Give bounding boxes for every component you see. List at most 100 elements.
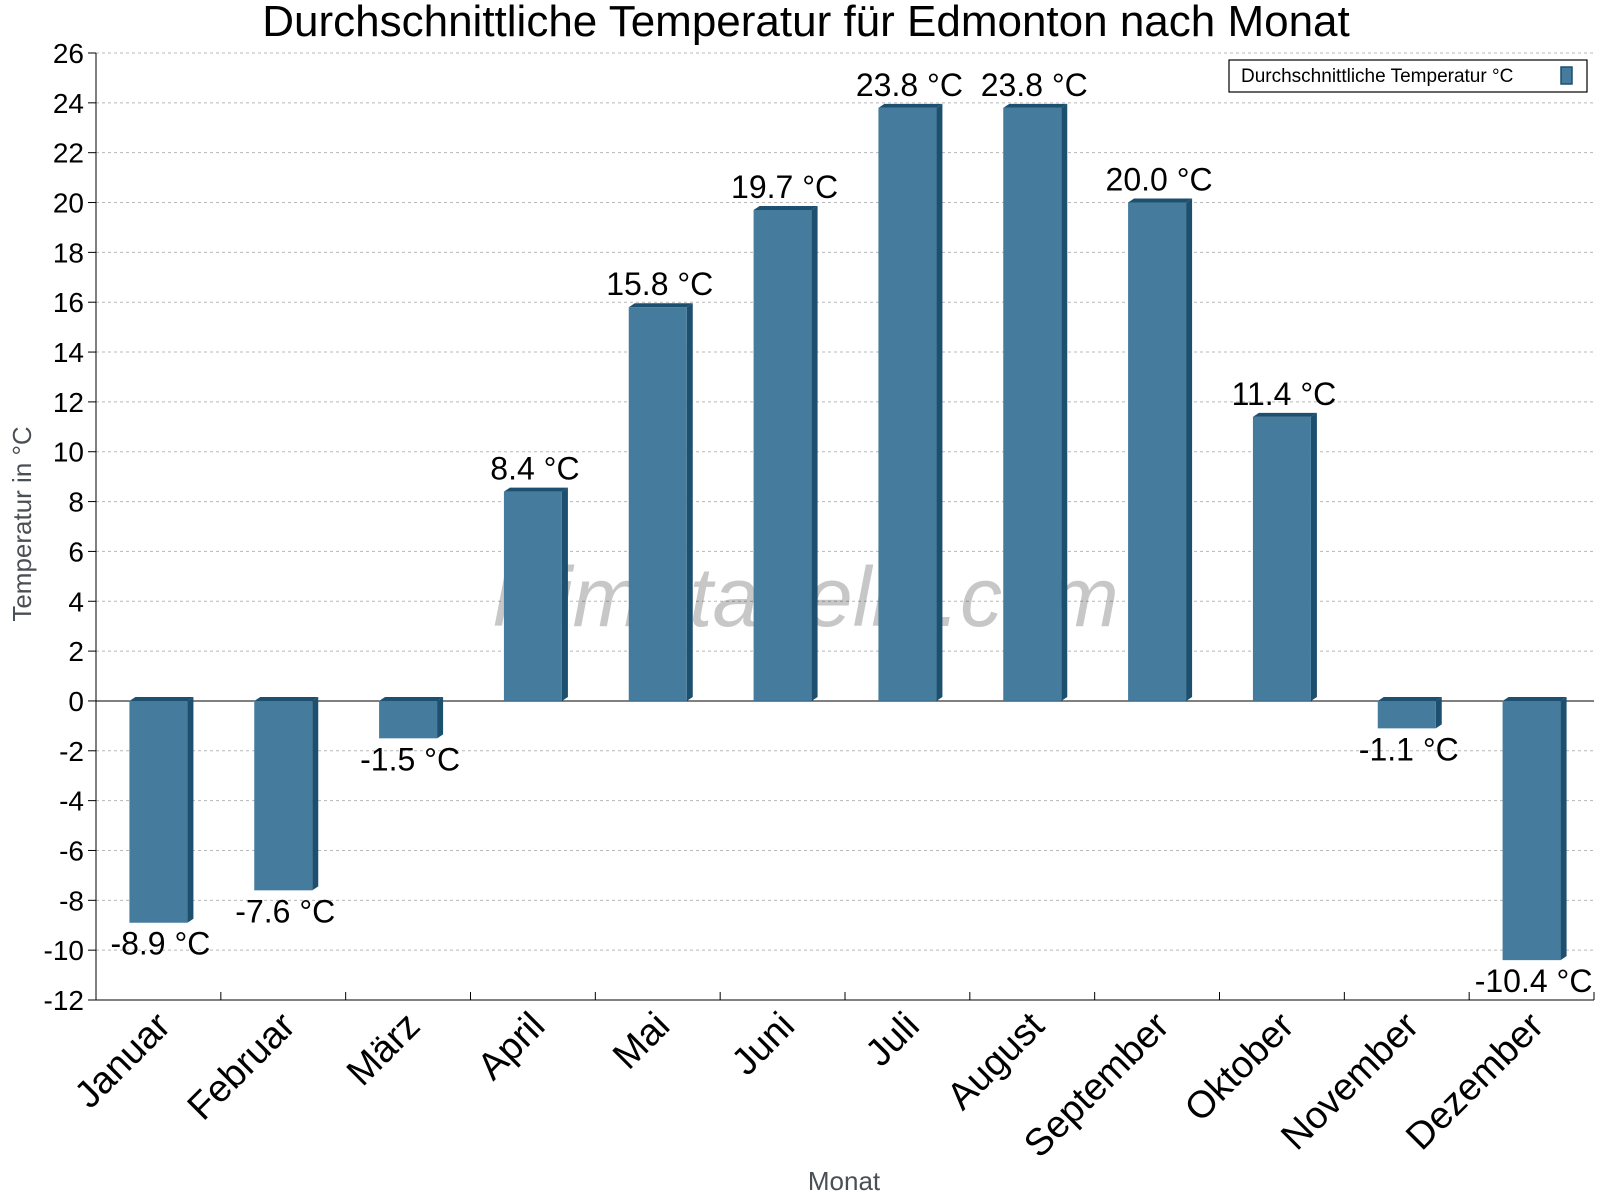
bar-front bbox=[379, 700, 438, 739]
bar-side bbox=[936, 103, 943, 701]
bar-september bbox=[1128, 198, 1193, 701]
bar-side bbox=[1310, 412, 1317, 701]
data-label: 19.7 °C bbox=[731, 169, 838, 205]
bar-top bbox=[1003, 103, 1068, 108]
y-tick-label: 24 bbox=[53, 88, 84, 119]
x-tick-label: April bbox=[470, 1005, 553, 1088]
data-label: 15.8 °C bbox=[606, 266, 713, 302]
data-label: -1.5 °C bbox=[360, 741, 460, 777]
bar-juli bbox=[878, 103, 943, 701]
data-labels: -8.9 °C -7.6 °C -1.5 °C 8.4 °C 15.8 °C 19.7 °… bbox=[110, 67, 1592, 999]
bar-side bbox=[1435, 696, 1442, 729]
y-tick-label: -6 bbox=[59, 835, 84, 866]
bar-top bbox=[379, 696, 444, 701]
bar-top bbox=[129, 696, 194, 701]
bar-januar bbox=[129, 696, 194, 923]
bar-top bbox=[753, 206, 818, 211]
bar-dezember bbox=[1502, 696, 1567, 961]
bar-top bbox=[1252, 412, 1317, 417]
bar-august bbox=[1003, 103, 1068, 701]
y-tick-label: 14 bbox=[53, 337, 84, 368]
bar-side bbox=[187, 696, 194, 923]
bar-front bbox=[1377, 700, 1436, 729]
data-label: 23.8 °C bbox=[981, 67, 1088, 103]
bar-april bbox=[503, 487, 568, 701]
data-label: -1.1 °C bbox=[1359, 731, 1459, 767]
x-axis-label: Monat bbox=[808, 1166, 881, 1196]
bar-side bbox=[561, 487, 568, 701]
data-label: -8.9 °C bbox=[110, 926, 210, 962]
data-label: -7.6 °C bbox=[235, 893, 335, 929]
chart-title: Durchschnittliche Temperatur für Edmonto… bbox=[262, 0, 1350, 46]
data-label: 20.0 °C bbox=[1106, 162, 1213, 198]
bar-front bbox=[1128, 202, 1187, 701]
bar-top bbox=[1502, 696, 1567, 701]
bar-side bbox=[686, 303, 693, 701]
data-label: 11.4 °C bbox=[1232, 376, 1337, 412]
bar-side bbox=[1186, 198, 1193, 701]
grid bbox=[96, 52, 1594, 1001]
y-tick-label: 6 bbox=[68, 536, 84, 567]
bar-front bbox=[1502, 700, 1561, 961]
y-tick-label: 4 bbox=[68, 586, 84, 617]
bar-top bbox=[1377, 696, 1442, 701]
x-tick-label: Dezember bbox=[1398, 1004, 1552, 1158]
bar-front bbox=[628, 307, 687, 701]
legend-label: Durchschnittliche Temperatur °C bbox=[1241, 66, 1513, 87]
bars bbox=[129, 103, 1567, 961]
bar-november bbox=[1377, 696, 1442, 729]
data-label: -10.4 °C bbox=[1475, 963, 1593, 999]
y-tick-label: -4 bbox=[59, 786, 84, 817]
bar-front bbox=[254, 700, 313, 891]
bar-top bbox=[503, 487, 568, 492]
axes bbox=[88, 52, 1595, 1001]
y-tick-label: 18 bbox=[53, 237, 84, 268]
y-tick-label: 8 bbox=[68, 487, 84, 518]
y-tick-label: -8 bbox=[59, 885, 84, 916]
bar-top bbox=[1128, 198, 1193, 203]
y-tick-label: 22 bbox=[53, 138, 84, 169]
bar-juni bbox=[753, 206, 818, 701]
bar-front bbox=[129, 700, 188, 923]
x-tick-label: August bbox=[939, 1004, 1053, 1118]
x-tick-labels: Januar Februar März April Mai Juni Juli AugustS… bbox=[67, 1004, 1552, 1165]
x-tick-label: Juli bbox=[858, 1005, 928, 1075]
x-tick-label: Februar bbox=[180, 1004, 304, 1128]
bar-side bbox=[437, 696, 444, 739]
y-tick-label: 16 bbox=[53, 287, 84, 318]
x-tick-label: Januar bbox=[67, 1004, 179, 1116]
y-tick-label: 0 bbox=[68, 686, 84, 717]
bar-februar bbox=[254, 696, 319, 891]
data-label: 23.8 °C bbox=[856, 67, 963, 103]
legend: Durchschnittliche Temperatur °C bbox=[1228, 59, 1588, 93]
y-tick-label: 20 bbox=[53, 188, 84, 219]
bar-side bbox=[312, 696, 319, 891]
bar-front bbox=[1003, 107, 1062, 701]
bar-front bbox=[753, 210, 812, 701]
bar-mai bbox=[628, 303, 693, 701]
legend-box bbox=[1228, 59, 1588, 93]
y-tick-label: -10 bbox=[44, 935, 84, 966]
x-tick-label: Juni bbox=[724, 1005, 803, 1084]
bar-top bbox=[628, 303, 693, 308]
bar-oktober bbox=[1252, 412, 1317, 701]
data-label: 8.4 °C bbox=[490, 451, 579, 487]
x-tick-label: Oktober bbox=[1177, 1004, 1303, 1130]
bar-märz bbox=[379, 696, 444, 739]
y-tick-label: 12 bbox=[53, 387, 84, 418]
x-tick-label: Mai bbox=[605, 1005, 678, 1078]
bar-front bbox=[503, 491, 562, 701]
bar-top bbox=[878, 103, 943, 108]
bar-side bbox=[811, 206, 818, 701]
bar-top bbox=[254, 696, 319, 701]
x-tick-label: März bbox=[339, 1005, 428, 1094]
bar-side bbox=[1061, 103, 1068, 701]
y-tick-label: 2 bbox=[68, 636, 84, 667]
legend-swatch bbox=[1560, 66, 1573, 85]
y-tick-label: -12 bbox=[44, 985, 84, 1016]
y-tick-label: 26 bbox=[53, 38, 84, 69]
y-tick-label: 10 bbox=[53, 437, 84, 468]
y-axis-label: Temperatur in °C bbox=[7, 426, 37, 621]
